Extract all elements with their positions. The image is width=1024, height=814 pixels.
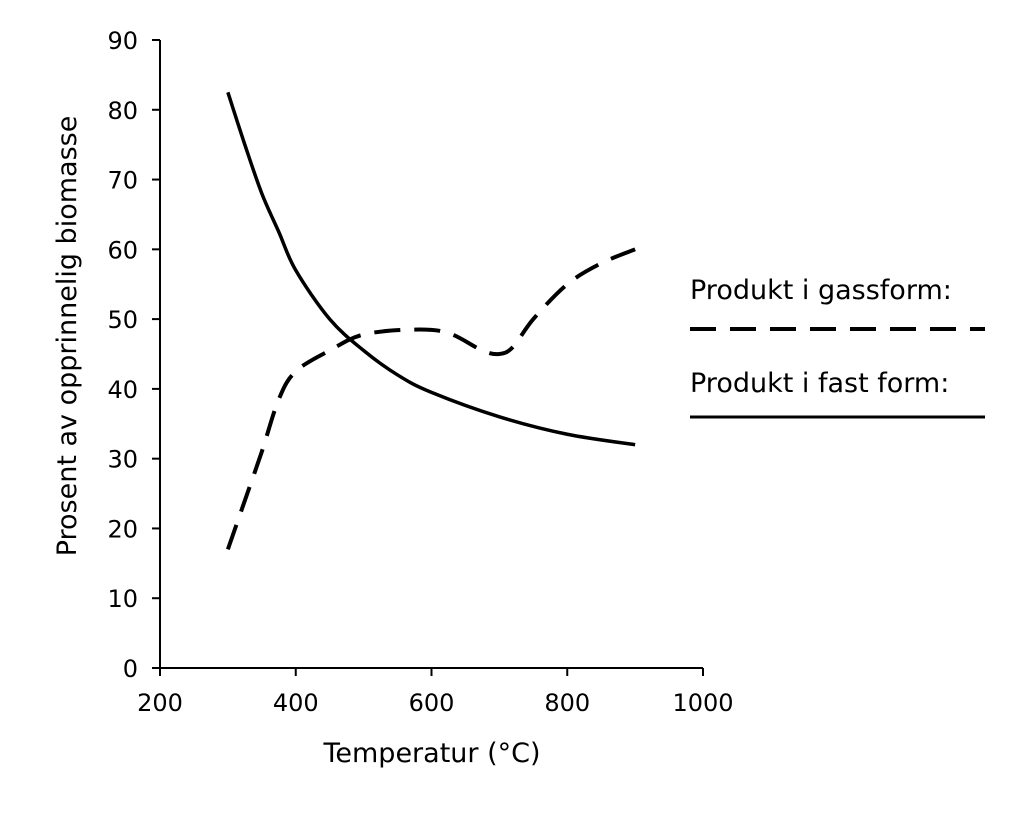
- x-axis-label: Temperatur (°C): [322, 738, 540, 769]
- x-tick-label: 800: [544, 689, 590, 717]
- x-tick-label: 400: [273, 689, 319, 717]
- x-tick-label: 1000: [672, 689, 733, 717]
- x-tick-label: 200: [137, 689, 183, 717]
- y-tick-label: 70: [107, 167, 138, 195]
- y-axis-label: Prosent av opprinnelig biomasse: [52, 116, 83, 557]
- y-tick-label: 10: [107, 585, 138, 613]
- y-tick-label: 60: [107, 236, 138, 264]
- y-tick-label: 50: [107, 306, 138, 334]
- legend-label-solid: Produkt i fast form:: [690, 368, 949, 399]
- series-line-solid: [226, 91, 636, 447]
- y-tick-label: 20: [107, 515, 138, 543]
- series-line-gas: [225, 247, 636, 551]
- series-group: [225, 91, 636, 551]
- y-tick-label: 40: [107, 376, 138, 404]
- legend: Produkt i gassform: Produkt i fast form:: [690, 275, 985, 419]
- y-tick-label: 80: [107, 97, 138, 125]
- y-tick-label: 90: [107, 27, 138, 55]
- legend-label-gas: Produkt i gassform:: [690, 275, 952, 306]
- y-tick-label: 30: [107, 446, 138, 474]
- x-tick-label: 600: [409, 689, 455, 717]
- axes: 0 10 20 30 40 50 60 70 80 90 200 400 600 800 1000: [107, 27, 733, 717]
- y-tick-label: 0: [123, 655, 138, 683]
